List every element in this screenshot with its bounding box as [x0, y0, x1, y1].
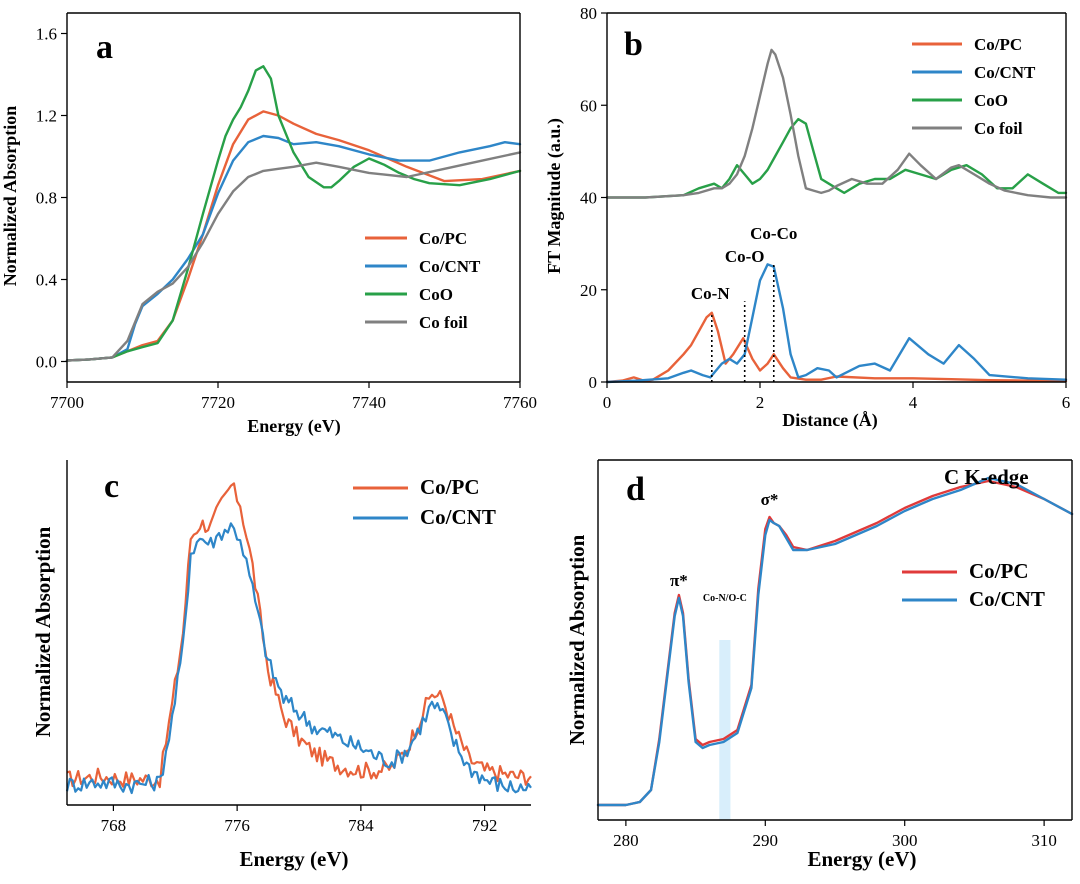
panel-d: 280 290 300 310 Energy (eV) Normalized Absorp…: [565, 459, 1074, 871]
x-tick-label: 0: [603, 393, 612, 412]
legend-label: Co/CNT: [419, 257, 481, 276]
legend-label: Co/CNT: [969, 587, 1045, 611]
x-tick-label: 7700: [50, 393, 84, 412]
series-co-cnt: [65, 522, 532, 795]
x-tick-label: 300: [892, 831, 918, 850]
series-co-foil: [65, 151, 522, 362]
legend: Co/PC Co/CNT CoO Co foil: [365, 229, 481, 332]
x-tick-label: 7760: [503, 393, 537, 412]
y-axis-label: FT Magnitude (a.u.): [544, 118, 565, 274]
x-tick-label: 7740: [352, 393, 386, 412]
panel-letter: c: [104, 468, 119, 505]
legend-label: Co foil: [419, 313, 468, 332]
x-tick-label: 792: [472, 816, 498, 835]
legend: Co/PC Co/CNT: [902, 559, 1045, 611]
panel-letter: d: [626, 471, 645, 508]
co-n-o-c-band: [719, 640, 731, 820]
annotation: Co-N: [691, 284, 730, 303]
legend-label: Co/PC: [969, 559, 1029, 583]
x-tick-label: 768: [101, 816, 127, 835]
x-tick-label: 290: [753, 831, 779, 850]
y-tick-label: 60: [580, 96, 597, 115]
legend: Co/PC Co/CNT CoO Co foil: [912, 35, 1036, 138]
series-co-pc: [596, 479, 1074, 807]
series-co-cnt: [605, 263, 1068, 384]
x-tick-label: 280: [613, 831, 639, 850]
annotation: Co-N/O-C: [703, 593, 747, 604]
x-axis-label: Energy (eV): [807, 847, 916, 871]
legend-label: CoO: [419, 285, 453, 304]
y-tick-label: 40: [580, 189, 597, 208]
y-tick-label: 0.0: [36, 353, 57, 372]
annotation: Co-O: [725, 247, 765, 266]
x-axis-label: Energy (eV): [239, 847, 348, 871]
series-co-pc: [605, 311, 1068, 384]
x-tick-label: 776: [224, 816, 250, 835]
legend-label: CoO: [974, 91, 1008, 110]
y-axis-label: Normalized Absorption: [31, 526, 55, 737]
c-k-edge-title: C K-edge: [944, 465, 1029, 489]
y-tick-label: 1.2: [36, 107, 57, 126]
x-tick-label: 2: [756, 393, 765, 412]
panel-a: 7700 7720 7740 7760 0.0 0.4 0.8 1.2 1.6 Energy (e…: [0, 12, 537, 437]
annotation: π*: [670, 571, 688, 590]
annotation: Co-Co: [750, 224, 797, 243]
y-tick-label: 0.4: [36, 271, 58, 290]
y-tick-label: 1.6: [36, 25, 57, 44]
y-tick-label: 20: [580, 281, 597, 300]
x-axis-label: Distance (Å): [782, 410, 877, 431]
legend-label: Co/CNT: [420, 505, 496, 529]
y-tick-label: 0.8: [36, 189, 57, 208]
legend-label: Co/PC: [974, 35, 1022, 54]
series-coo: [65, 65, 522, 362]
y-axis-label: Normalized Absorption: [0, 106, 20, 287]
x-tick-label: 6: [1062, 393, 1071, 412]
legend-label: Co foil: [974, 119, 1023, 138]
x-axis-label: Energy (eV): [247, 416, 340, 437]
series-coo: [605, 117, 1068, 199]
legend-label: Co/CNT: [974, 63, 1036, 82]
series-co-foil: [605, 48, 1068, 199]
annotation: σ*: [761, 490, 779, 509]
panel-c: 768 776 784 792 Energy (eV) Normalized Absorp…: [31, 460, 532, 871]
x-tick-label: 7720: [201, 393, 235, 412]
legend: Co/PC Co/CNT: [353, 475, 496, 529]
panel-letter: b: [624, 26, 643, 63]
y-tick-label: 80: [580, 4, 597, 23]
legend-label: Co/PC: [419, 229, 467, 248]
legend-label: Co/PC: [420, 475, 480, 499]
x-tick-label: 4: [909, 393, 918, 412]
panel-letter: a: [96, 29, 113, 66]
series-co-cnt: [596, 476, 1074, 807]
y-tick-label: 0: [589, 373, 598, 392]
x-tick-label: 784: [348, 816, 374, 835]
x-tick-label: 310: [1031, 831, 1057, 850]
y-axis-label: Normalized Absorption: [565, 534, 589, 745]
